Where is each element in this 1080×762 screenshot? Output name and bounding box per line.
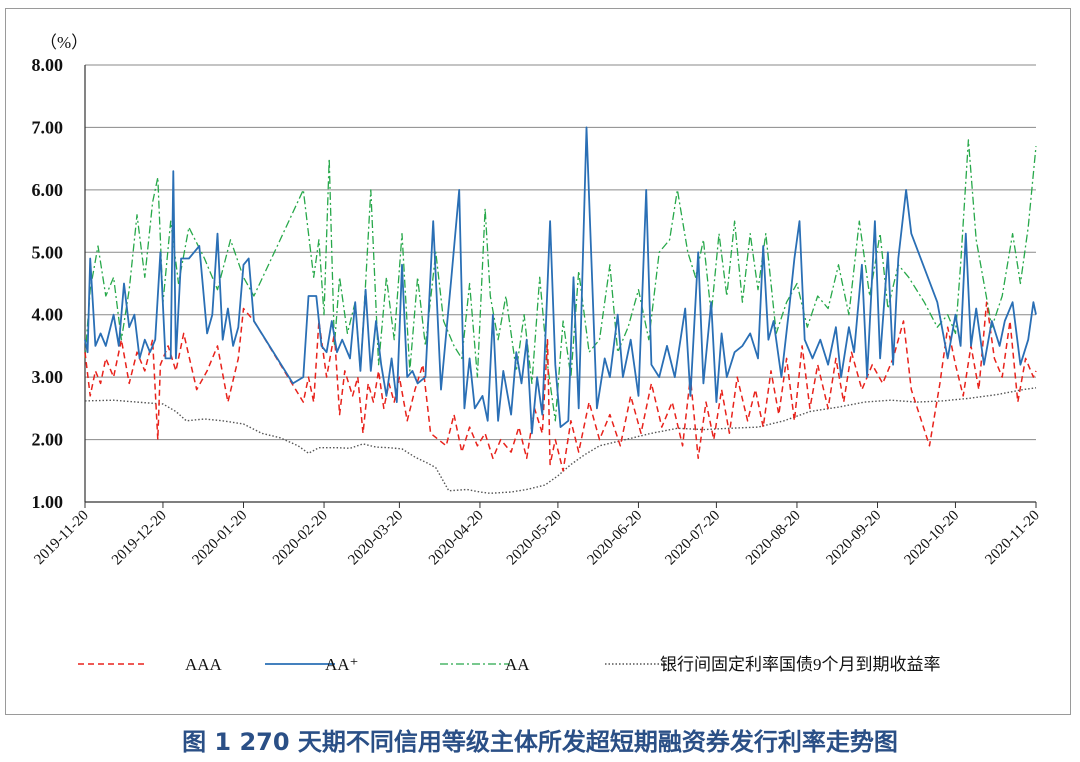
y-tick-label: 3.00 — [32, 367, 64, 387]
x-tick-label: 2020-08-20 — [743, 508, 804, 569]
x-tick-label: 2019-11-20 — [31, 508, 91, 568]
axes — [84, 65, 1037, 508]
y-tick-label: 7.00 — [32, 117, 64, 137]
x-tick-labels: 2019-11-20 2019-12-20 2020-01-20 2020-02-20… — [31, 508, 1042, 569]
y-tick-label: 6.00 — [32, 180, 64, 200]
series-lines — [84, 126, 1037, 494]
x-tick-label: 2020-10-20 — [901, 508, 962, 569]
series-line-3 — [84, 387, 1037, 494]
legend: AAA AA⁺ AA 银行间固定利率国债9个月到期收益率 — [78, 655, 941, 674]
legend-label-0: AAA — [185, 655, 223, 674]
y-tick-labels: 1.00 2.00 3.00 4.00 5.00 6.00 7.00 8.00 — [32, 55, 64, 512]
x-tick-label: 2020-06-20 — [584, 508, 645, 569]
series-line-0 — [84, 301, 1037, 472]
x-tick-label: 2020-11-20 — [982, 508, 1042, 568]
x-tick-label: 2020-04-20 — [426, 508, 487, 569]
legend-label-2: AA — [505, 655, 530, 674]
series-line-1 — [84, 126, 1037, 435]
legend-label-3: 银行间固定利率国债9个月到期收益率 — [660, 655, 941, 674]
x-tick-label: 2020-09-20 — [824, 508, 885, 569]
y-tick-label: 2.00 — [32, 430, 64, 450]
chart-frame — [5, 8, 1071, 715]
line-chart: 1.00 2.00 3.00 4.00 5.00 6.00 7.00 8.00 2019-11… — [31, 33, 1042, 674]
series-line-2 — [84, 139, 1037, 422]
y-axis-unit-label: （%） — [40, 33, 88, 52]
x-tick-label: 2020-05-20 — [504, 508, 565, 569]
y-tick-label: 1.00 — [32, 492, 64, 512]
legend-label-1: AA⁺ — [325, 655, 359, 674]
figure-caption: 图 1 270 天期不同信用等级主体所发超短期融资券发行利率走势图 — [182, 728, 898, 756]
x-tick-label: 2020-07-20 — [662, 508, 723, 569]
x-tick-label: 2020-02-20 — [270, 508, 331, 569]
x-tick-label: 2019-12-20 — [109, 508, 170, 569]
x-tick-label: 2020-01-20 — [190, 508, 251, 569]
y-tick-label: 5.00 — [32, 242, 64, 262]
y-tick-label: 8.00 — [32, 55, 64, 75]
x-tick-label: 2020-03-20 — [345, 508, 406, 569]
y-tick-label: 4.00 — [32, 305, 64, 325]
